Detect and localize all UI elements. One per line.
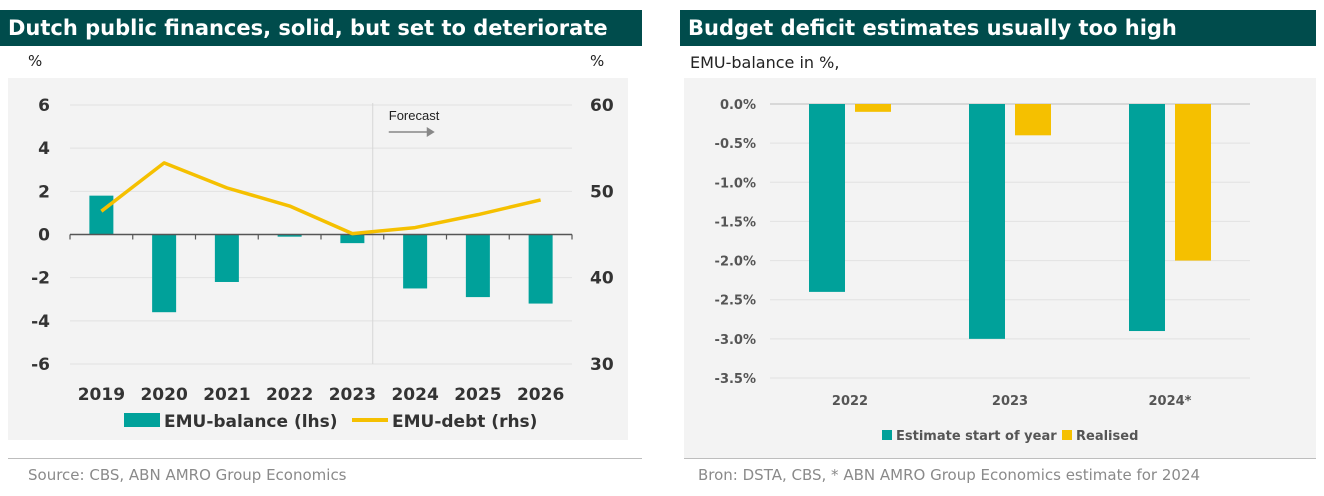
legend-label-estimate: Estimate start of year xyxy=(896,429,1057,444)
left-y-tick-label: 4 xyxy=(38,139,50,159)
realised-bar xyxy=(1175,104,1211,261)
x-category-label: 2023 xyxy=(329,385,376,405)
emu-balance-bar xyxy=(214,234,239,282)
estimate-bar xyxy=(809,104,845,292)
estimate-bar xyxy=(969,104,1005,339)
right-y-tick-label: 50 xyxy=(590,182,614,202)
estimate-bar xyxy=(1129,104,1165,332)
left-source-text: Source: CBS, ABN AMRO Group Economics xyxy=(28,466,347,484)
right-y-tick-label: 0.0% xyxy=(720,98,756,113)
x-category-label: 2021 xyxy=(203,385,250,405)
right-y-tick-label: -2.5% xyxy=(715,294,756,309)
emu-balance-bar xyxy=(340,234,365,244)
emu-balance-bar xyxy=(528,234,553,304)
left-y-tick-label: -2 xyxy=(31,269,50,289)
left-y-tick-label: -6 xyxy=(31,355,50,375)
legend-swatch-realised xyxy=(1062,430,1072,440)
legend-label-emu-debt: EMU-debt (rhs) xyxy=(392,412,537,432)
right-chart-panel: Budget deficit estimates usually too hig… xyxy=(680,0,1324,496)
right-axis-unit: % xyxy=(590,52,605,70)
realised-bar xyxy=(1015,104,1051,136)
x-category-label: 2024 xyxy=(391,385,438,405)
x-category-label: 2019 xyxy=(78,385,125,405)
left-y-tick-label: 2 xyxy=(38,182,50,202)
legend-swatch-emu-balance xyxy=(124,413,160,427)
emu-balance-bar xyxy=(277,234,302,237)
x-category-label: 2022 xyxy=(266,385,313,405)
left-y-tick-label: 0 xyxy=(38,226,50,246)
emu-balance-bar xyxy=(152,234,177,313)
right-y-tick-label: -1.0% xyxy=(715,176,756,191)
left-chart-title: Dutch public finances, solid, but set to… xyxy=(0,10,642,46)
forecast-annotation: Forecast xyxy=(389,108,440,123)
x-category-label: 2025 xyxy=(454,385,501,405)
right-y-tick-label: -1.5% xyxy=(715,215,756,230)
emu-balance-bar xyxy=(403,234,428,289)
left-y-tick-label: -4 xyxy=(31,312,50,332)
right-y-tick-label: 60 xyxy=(590,96,614,116)
emu-balance-bar xyxy=(465,234,490,298)
right-chart-subtitle: EMU-balance in %, xyxy=(690,53,840,72)
emu-balance-bar xyxy=(89,195,114,235)
right-y-tick-label: 30 xyxy=(590,355,614,375)
left-chart-plot-background xyxy=(8,78,628,440)
right-y-tick-label: -0.5% xyxy=(715,137,756,152)
right-source-divider xyxy=(684,458,1316,459)
right-x-category-label: 2023 xyxy=(992,394,1028,409)
forecast-arrow-head xyxy=(426,127,435,137)
realised-bar xyxy=(855,104,891,112)
left-chart-svg: 6 4 2 0 -2 -4 -6 60 50 40 30 Forecast 2019 2020 2021 20… xyxy=(31,96,614,432)
left-chart-panel: Dutch public finances, solid, but set to… xyxy=(0,0,644,496)
right-x-category-label: 2024* xyxy=(1149,394,1192,409)
right-source-text: Bron: DSTA, CBS, * ABN AMRO Group Econom… xyxy=(698,466,1201,484)
right-x-category-label: 2022 xyxy=(832,394,868,409)
x-category-label: 2020 xyxy=(140,385,187,405)
right-y-tick-label: -2.0% xyxy=(715,255,756,270)
right-y-tick-label: -3.0% xyxy=(715,333,756,348)
legend-label-realised: Realised xyxy=(1076,429,1138,444)
right-chart-title: Budget deficit estimates usually too hig… xyxy=(680,10,1316,46)
right-chart-svg: 0.0% -0.5% -1.0% -1.5% -2.0% -2.5% -3.0% -3.5% 2… xyxy=(715,98,1250,444)
legend-swatch-estimate xyxy=(882,430,892,440)
left-source-divider xyxy=(8,458,642,459)
right-y-tick-label: 40 xyxy=(590,269,614,289)
left-axis-unit: % xyxy=(28,52,43,70)
left-y-tick-label: 6 xyxy=(38,96,50,116)
legend-label-emu-balance: EMU-balance (lhs) xyxy=(164,412,338,432)
x-category-label: 2026 xyxy=(517,385,564,405)
emu-debt-line xyxy=(100,161,542,236)
right-y-tick-label: -3.5% xyxy=(715,372,756,387)
